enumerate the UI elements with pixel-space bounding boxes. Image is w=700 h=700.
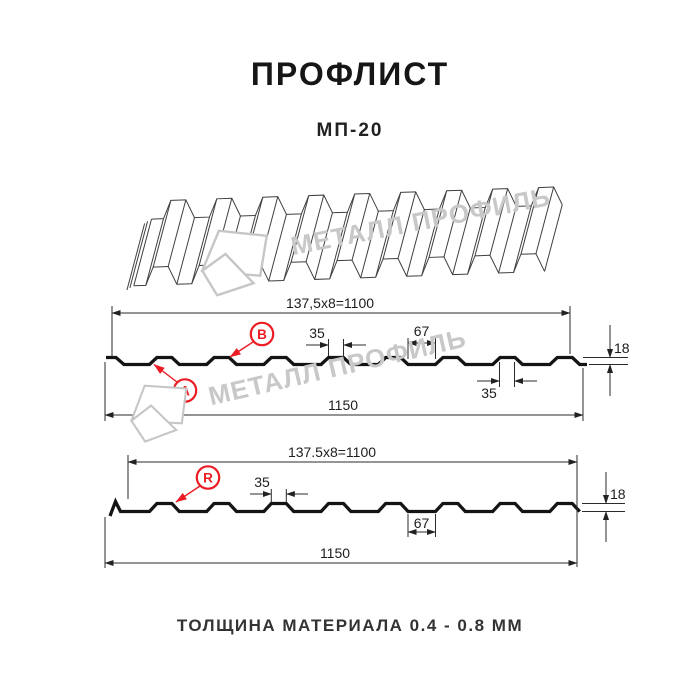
callout-label-b: B — [257, 327, 267, 342]
dim-height-top: 18 — [614, 340, 630, 356]
sheet-back-profile — [151, 186, 563, 220]
callout-leader-a — [153, 363, 178, 383]
sheet-edge-line — [535, 186, 555, 254]
sheet-edge-line — [133, 218, 152, 286]
sheet-edge-line — [152, 200, 172, 268]
callout-circle-b — [249, 321, 275, 347]
sheet-edge-line — [167, 199, 187, 267]
callout-label-r: R — [203, 471, 213, 486]
sheet-edge-line — [268, 214, 287, 282]
sheet-edge-line — [351, 193, 371, 261]
dim-height-bottom: 18 — [610, 486, 626, 502]
dim-crest-width-bottom-top: 35 — [481, 385, 497, 401]
sheet-edge-line — [452, 207, 471, 275]
page-title: ПРОФЛИСТ — [250, 56, 450, 92]
dim-full-width-top: 1150 — [328, 397, 358, 413]
callout-leader-r — [175, 485, 201, 503]
sheet-edge-line — [397, 191, 417, 259]
sheet-edge-line — [489, 188, 509, 256]
dim-crest-width-top: 35 — [309, 325, 325, 341]
dim-pitch-formula-bottom: 137.5x8=1100 — [288, 444, 376, 460]
sheet-edge-line — [145, 218, 164, 286]
sheet-thickness-line — [126, 223, 146, 291]
cross-section-bottom: 137.5x8=1100 35 67 18 1150 — [104, 444, 626, 568]
sheet-edge-line — [406, 209, 425, 277]
sheet-edge-line — [428, 190, 448, 258]
sheet-edge-line — [544, 204, 563, 272]
callout-label-a: A — [180, 384, 190, 399]
sheet-edge-line — [305, 194, 325, 262]
sheet-edge-line — [443, 190, 463, 258]
sheet-edge-line — [421, 208, 440, 276]
sheet-front-profile — [133, 253, 546, 287]
sheet-edge-line — [467, 207, 486, 275]
sheet-edge-line — [176, 217, 195, 285]
callout-leader-b — [229, 341, 254, 358]
sheet-edge-line — [513, 205, 532, 273]
dim-pitch-formula-top: 137,5x8=1100 — [286, 295, 374, 311]
sheet-3d-view — [126, 186, 563, 291]
dim-valley-width-bottom: 67 — [414, 515, 430, 531]
sheet-edge-line — [360, 211, 379, 278]
sheet-edge-line — [336, 193, 356, 261]
product-model: МП-20 — [316, 120, 384, 141]
cross-section-top: 137,5x8=1100 35 67 18 35 — [104, 295, 630, 421]
sheet-edge-line — [314, 212, 333, 280]
dim-full-width-bottom: 1150 — [320, 545, 350, 561]
profile-outline-top — [106, 355, 587, 367]
sheet-edge-line — [290, 195, 310, 263]
sheet-edge-line — [520, 187, 540, 255]
sheet-edge-line — [329, 212, 348, 280]
thickness-note: ТОЛЩИНА МАТЕРИАЛА 0.4 - 0.8 ММ — [176, 616, 524, 635]
sheet-edge-line — [382, 192, 402, 260]
profile-outline-bottom — [108, 497, 581, 517]
dim-valley-width-top: 67 — [414, 323, 430, 339]
sheet-edge-line — [283, 213, 302, 281]
callout-circle-r — [195, 465, 221, 490]
sheet-edge-line — [474, 189, 494, 256]
dim-crest-width-bottom: 35 — [254, 474, 270, 490]
sheet-edge-line — [375, 210, 394, 278]
sheet-edge-line — [498, 206, 517, 274]
sheet-thickness-line — [129, 221, 149, 289]
